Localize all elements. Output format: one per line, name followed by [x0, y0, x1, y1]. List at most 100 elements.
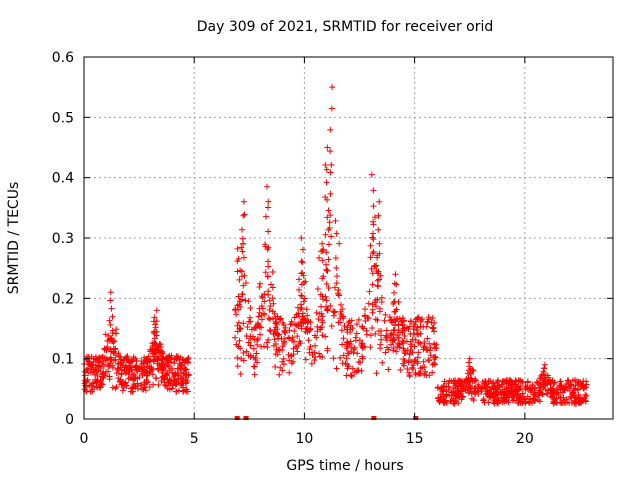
data-point	[483, 381, 490, 388]
data-point	[382, 349, 389, 356]
data-point	[362, 318, 369, 325]
data-point	[376, 250, 383, 257]
data-point	[408, 358, 415, 365]
data-point	[333, 230, 340, 237]
data-point	[158, 355, 165, 362]
data-point	[411, 331, 418, 338]
data-point	[377, 341, 384, 348]
x-axis-label: GPS time / hours	[286, 458, 403, 474]
data-point	[152, 342, 159, 349]
data-point	[344, 343, 351, 350]
data-point	[381, 317, 388, 324]
data-point	[294, 348, 301, 355]
data-point	[467, 371, 474, 378]
data-point	[152, 324, 159, 331]
data-point	[319, 319, 326, 326]
data-point	[508, 388, 515, 395]
data-point	[369, 234, 376, 241]
data-point	[275, 335, 282, 342]
data-point	[107, 360, 114, 367]
data-point	[580, 396, 587, 403]
x-tick-label: 5	[190, 431, 199, 447]
data-point	[299, 269, 306, 276]
data-point	[282, 329, 289, 336]
data-point	[551, 396, 558, 403]
data-point	[320, 296, 327, 303]
data-point	[319, 313, 326, 320]
data-point	[431, 361, 438, 368]
data-point	[374, 317, 381, 324]
data-point	[515, 383, 522, 390]
data-point	[91, 384, 98, 391]
data-point	[371, 262, 378, 269]
data-point	[388, 319, 395, 326]
data-point	[175, 387, 182, 394]
data-point	[368, 171, 375, 178]
data-point	[363, 331, 370, 338]
data-point	[574, 381, 581, 388]
data-point	[421, 371, 428, 378]
data-point	[131, 371, 138, 378]
data-point	[152, 321, 159, 328]
data-point	[424, 347, 431, 354]
x-tick-label: 15	[406, 431, 424, 447]
data-point	[318, 303, 325, 310]
data-point	[110, 338, 117, 345]
data-point	[532, 397, 539, 404]
data-point	[265, 244, 272, 251]
data-point	[565, 379, 572, 386]
data-point	[238, 355, 245, 362]
data-point	[106, 362, 113, 369]
data-point	[328, 161, 335, 168]
data-point	[94, 377, 101, 384]
data-point	[154, 357, 161, 364]
y-tick-label: 0.5	[52, 110, 74, 126]
data-point	[349, 365, 356, 372]
data-point	[305, 337, 312, 344]
data-point	[467, 382, 474, 389]
data-point	[373, 303, 380, 310]
data-point	[371, 214, 378, 221]
data-point	[400, 318, 407, 325]
data-point	[326, 224, 333, 231]
data-point	[298, 304, 305, 311]
data-point	[239, 291, 246, 298]
data-point	[302, 278, 309, 285]
data-point	[262, 243, 269, 250]
data-point	[265, 228, 272, 235]
data-point	[369, 324, 376, 331]
data-point	[457, 390, 464, 397]
data-point	[83, 378, 90, 385]
data-point	[258, 324, 265, 331]
data-point	[353, 330, 360, 337]
data-point	[150, 345, 157, 352]
data-point	[522, 385, 529, 392]
data-point	[368, 265, 375, 272]
x-tick-label: 20	[516, 431, 534, 447]
data-point	[178, 369, 185, 376]
data-point	[320, 273, 327, 280]
data-point	[470, 397, 477, 404]
data-point	[542, 372, 549, 379]
data-point	[574, 386, 581, 393]
data-point	[485, 378, 492, 385]
data-point	[251, 336, 258, 343]
zero-marker	[413, 416, 419, 420]
data-point	[323, 267, 330, 274]
data-point	[98, 380, 105, 387]
data-point	[276, 371, 283, 378]
data-point	[108, 335, 115, 342]
data-point	[234, 363, 241, 370]
data-point	[369, 306, 376, 313]
data-point	[297, 340, 304, 347]
data-point	[308, 360, 315, 367]
data-point	[323, 179, 330, 186]
data-point	[383, 327, 390, 334]
data-point	[426, 372, 433, 379]
data-point	[509, 380, 516, 387]
data-point	[395, 334, 402, 341]
data-point	[427, 352, 434, 359]
data-point	[264, 273, 271, 280]
data-point	[312, 342, 319, 349]
